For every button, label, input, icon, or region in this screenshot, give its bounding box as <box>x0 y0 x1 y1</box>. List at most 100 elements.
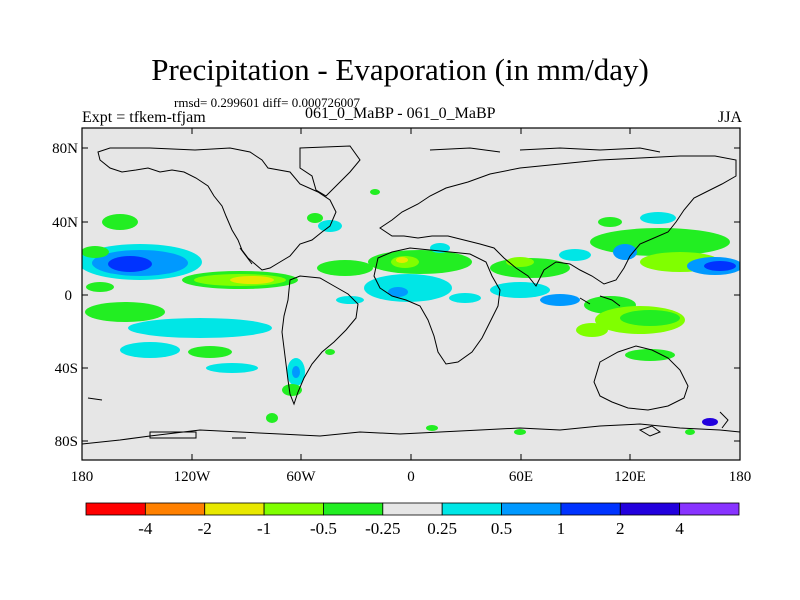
lon-tick-label: 120E <box>614 469 646 485</box>
colorbar-box <box>441 502 502 516</box>
lon-tick-label: 60W <box>286 469 316 485</box>
colorbar-box <box>204 502 265 516</box>
anomaly-patch <box>282 384 302 396</box>
anomaly-patch <box>426 425 438 431</box>
lat-tick-label: 80S <box>55 434 78 450</box>
lon-tick-label: 180 <box>71 469 94 485</box>
anomaly-patch <box>325 349 335 355</box>
anomaly-patch <box>206 363 258 373</box>
colorbar-label: 1 <box>557 519 566 538</box>
anomaly-patch <box>370 189 380 195</box>
experiment-label: Expt = tfkem-tfjam <box>82 109 206 126</box>
colorbar-box <box>382 502 443 516</box>
coastline-island <box>579 297 591 305</box>
anomaly-patch <box>120 342 180 358</box>
anomaly-patch <box>368 250 472 274</box>
coastline-north-america <box>97 147 337 271</box>
colorbar-box <box>144 502 206 516</box>
anomaly-patch <box>128 318 272 338</box>
anomaly-patch <box>86 282 114 292</box>
coastline-baja <box>239 247 253 265</box>
anomaly-patch <box>230 276 274 284</box>
lon-tick-label: 180 <box>729 469 752 485</box>
colorbar-label: -2 <box>198 519 212 538</box>
anomaly-patch <box>336 296 364 304</box>
coastline-arctic-island <box>519 147 661 153</box>
colorbar-label: 0.5 <box>491 519 512 538</box>
colorbar-label: 0.25 <box>427 519 457 538</box>
anomaly-patch <box>506 257 534 267</box>
lon-tick-label: 60E <box>509 469 533 485</box>
anomaly-patch <box>702 418 718 426</box>
colorbar: -4 -2 -1 -0.5 -0.25 0.25 0.5 1 2 4 <box>85 502 740 538</box>
axis-ticks <box>81 128 741 460</box>
anomaly-patch <box>317 260 373 276</box>
coastline-africa <box>373 247 501 365</box>
coastline-antarctic-feature <box>87 397 103 401</box>
coastline-island <box>599 295 621 307</box>
colorbar-box <box>619 502 681 516</box>
anomaly-patch <box>388 287 408 297</box>
colorbar-label: -0.5 <box>310 519 337 538</box>
colorbar-label: 4 <box>675 519 684 538</box>
colorbar-label: -4 <box>138 519 153 538</box>
anomaly-patch <box>82 246 109 258</box>
coastline-antarctica <box>82 423 740 445</box>
colorbar-box <box>323 502 384 516</box>
stats-line: rmsd= 0.299601 diff= 0.000726007 <box>174 95 360 110</box>
season-label: JJA <box>717 109 742 126</box>
coastline-eurasia <box>379 155 737 287</box>
colorbar-box <box>263 502 324 516</box>
lat-tick-label: 40S <box>55 361 78 377</box>
anomaly-patch <box>590 228 730 256</box>
lon-tick-labels: 180 120W 60W 0 60E 120E 180 <box>71 469 752 485</box>
colorbar-box <box>560 502 621 516</box>
anomaly-patch <box>449 293 481 303</box>
coastline-australia <box>593 345 689 411</box>
anomaly-patch <box>266 413 278 423</box>
anomaly-patch <box>364 274 452 302</box>
lon-tick-label: 0 <box>407 469 415 485</box>
anomaly-patch <box>85 302 165 322</box>
cases-label: 061_0_MaBP - 061_0_MaBP <box>305 105 496 122</box>
map-field <box>82 128 740 460</box>
colorbar-label: -0.25 <box>365 519 400 538</box>
coastline-south-america <box>281 275 359 406</box>
colorbar-label: -1 <box>257 519 271 538</box>
anomaly-patch <box>292 366 300 378</box>
anomaly-patch <box>188 346 232 358</box>
coastlines <box>82 145 740 445</box>
plot-title: Precipitation - Evaporation (in mm/day) <box>151 52 649 87</box>
coastline-arctic-island <box>429 147 501 153</box>
anomaly-patch <box>396 257 408 263</box>
colorbar-box <box>501 502 562 516</box>
anomaly-patch <box>108 256 152 272</box>
colorbar-label: 2 <box>616 519 625 538</box>
anomaly-patch <box>704 261 736 271</box>
anomaly-patch <box>598 217 622 227</box>
anomaly-patch <box>685 429 695 435</box>
anomaly-patch <box>514 429 526 435</box>
colorbar-box <box>679 502 740 516</box>
lat-tick-label: 0 <box>65 288 73 304</box>
lat-tick-label: 40N <box>52 215 78 231</box>
anomaly-patches <box>82 189 740 435</box>
anomaly-patch <box>576 323 608 337</box>
lat-tick-labels: 80N 40N 0 40S 80S <box>52 141 78 450</box>
coastline-greenland <box>299 145 361 197</box>
coastline-antarctic-feature <box>149 431 197 439</box>
anomaly-patch <box>613 244 637 260</box>
colorbar-box <box>85 502 146 516</box>
coastline-island <box>638 425 662 437</box>
anomaly-patch <box>559 249 591 261</box>
anomaly-patch <box>540 294 580 306</box>
anomaly-patch <box>102 214 138 230</box>
lat-tick-label: 80N <box>52 141 78 157</box>
anomaly-patch <box>640 212 676 224</box>
lon-tick-label: 120W <box>174 469 212 485</box>
anomaly-patch <box>490 282 550 298</box>
anomaly-patch <box>307 213 323 223</box>
anomaly-patch <box>620 310 680 326</box>
anomaly-patch <box>625 349 675 361</box>
